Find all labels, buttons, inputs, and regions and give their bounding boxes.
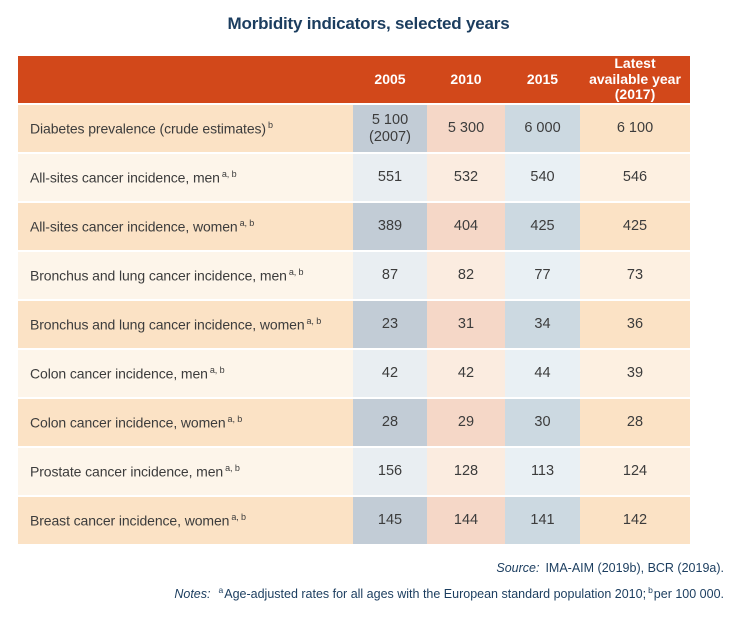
value-cell: 532 <box>427 154 505 202</box>
table-row: Colon cancer incidence, men a, b 42 42 44… <box>18 350 690 398</box>
row-label-text: Colon cancer incidence, women <box>30 414 226 431</box>
value-cell: 546 <box>580 154 690 202</box>
value-cell: 145 <box>353 497 427 545</box>
value-cell: 141 <box>505 497 580 545</box>
value-cell: 425 <box>505 203 580 251</box>
footnote-a-marker: a <box>218 585 224 596</box>
footnote-marker: a, b <box>288 267 304 278</box>
column-header-2010: 2010 <box>427 56 505 104</box>
row-label-text: Colon cancer incidence, men <box>30 365 208 382</box>
column-header-2005: 2005 <box>353 56 427 104</box>
value-cell: 113 <box>505 448 580 496</box>
page-title: Morbidity indicators, selected years <box>227 14 510 33</box>
row-label: Prostate cancer incidence, men a, b <box>18 448 353 496</box>
value-cell: 389 <box>353 203 427 251</box>
table-row: All-sites cancer incidence, women a, b 38… <box>18 203 690 251</box>
footnote-marker: a, b <box>209 365 225 376</box>
notes-line: Notes: aAge-adjusted rates for all ages w… <box>0 585 724 601</box>
row-label-text: Diabetes prevalence (crude estimates) <box>30 120 266 137</box>
footnote-marker: a, b <box>225 463 240 474</box>
table-row: Breast cancer incidence, women a, b 145 1… <box>18 497 690 545</box>
source-label: Source: <box>496 561 540 576</box>
value-cell: 5 300 <box>427 105 505 153</box>
footnote-b-text: per 100 000. <box>653 587 724 602</box>
row-label: All-sites cancer incidence, women a, b <box>18 203 353 251</box>
value-cell: 156 <box>353 448 427 496</box>
value-cell: 6 100 <box>580 105 690 153</box>
value-cell: 87 <box>353 252 427 300</box>
row-label-text: Breast cancer incidence, women <box>30 512 230 529</box>
footnote-marker: a, b <box>227 414 243 425</box>
row-label: Bronchus and lung cancer incidence, wome… <box>18 301 353 349</box>
row-label: Diabetes prevalence (crude estimates) b <box>18 105 353 153</box>
value-cell: 77 <box>505 252 580 300</box>
column-header-2015: 2015 <box>505 56 580 104</box>
notes-label: Notes: <box>174 587 211 602</box>
row-label-text: All-sites cancer incidence, men <box>30 169 220 186</box>
value-cell: 128 <box>427 448 505 496</box>
source-line: Source: IMA-AIM (2019b), BCR (2019a). <box>0 561 724 575</box>
footnote-marker: a, b <box>306 316 322 327</box>
footnote-b-marker: b <box>648 585 653 596</box>
value-cell: 42 <box>427 350 505 398</box>
value-cell: 6 000 <box>505 105 580 153</box>
value-cell: 42 <box>353 350 427 398</box>
value-cell: 404 <box>427 203 505 251</box>
table-row: All-sites cancer incidence, men a, b 551 … <box>18 154 690 202</box>
row-label: Bronchus and lung cancer incidence, men a… <box>18 252 353 300</box>
footnote-marker: a, b <box>221 169 237 180</box>
row-label: Colon cancer incidence, men a, b <box>18 350 353 398</box>
row-label-text: All-sites cancer incidence, women <box>30 218 238 235</box>
value-cell: 23 <box>353 301 427 349</box>
row-label: Colon cancer incidence, women a, b <box>18 399 353 447</box>
value-cell: 425 <box>580 203 690 251</box>
table-row: Bronchus and lung cancer incidence, wome… <box>18 301 690 349</box>
value-cell: 124 <box>580 448 690 496</box>
footnote-marker: a, b <box>239 218 255 229</box>
value-cell: 34 <box>505 301 580 349</box>
table-header-row: 2005 2010 2015 Latest available year (20… <box>18 55 690 104</box>
row-label-text: Bronchus and lung cancer incidence, men <box>30 267 287 284</box>
source-text: IMA-AIM (2019b), BCR (2019a). <box>545 561 724 576</box>
footnote-marker: b <box>267 120 273 131</box>
row-label: All-sites cancer incidence, men a, b <box>18 154 353 202</box>
indicator-column-header <box>18 56 353 104</box>
value-cell: 82 <box>427 252 505 300</box>
morbidity-table: 2005 2010 2015 Latest available year (20… <box>18 54 690 546</box>
value-cell: 144 <box>427 497 505 545</box>
footnote-marker: a, b <box>231 512 246 523</box>
table-row: Diabetes prevalence (crude estimates) b 5… <box>18 105 690 153</box>
value-cell: 44 <box>505 350 580 398</box>
row-label-text: Prostate cancer incidence, men <box>30 463 224 480</box>
table-row: Colon cancer incidence, women a, b 28 29 … <box>18 399 690 447</box>
row-label-text: Bronchus and lung cancer incidence, wome… <box>30 316 305 333</box>
value-cell: 29 <box>427 399 505 447</box>
value-cell: 73 <box>580 252 690 300</box>
column-header-latest-year: Latest available year (2017) <box>580 55 690 104</box>
table-row: Bronchus and lung cancer incidence, men a… <box>18 252 690 300</box>
value-cell: 28 <box>353 399 427 447</box>
value-cell: 36 <box>580 301 690 349</box>
value-cell: 142 <box>580 497 690 545</box>
row-label: Breast cancer incidence, women a, b <box>18 497 353 545</box>
table-row: Prostate cancer incidence, men a, b 156 1… <box>18 448 690 496</box>
value-cell: 5 100 (2007) <box>353 105 427 153</box>
value-cell: 30 <box>505 399 580 447</box>
value-cell: 39 <box>580 350 690 398</box>
value-cell: 551 <box>353 154 427 202</box>
value-cell: 31 <box>427 301 505 349</box>
value-cell: 540 <box>505 154 580 202</box>
value-cell: 28 <box>580 399 690 447</box>
footnote-a-text: Age-adjusted rates for all ages with the… <box>224 587 647 602</box>
